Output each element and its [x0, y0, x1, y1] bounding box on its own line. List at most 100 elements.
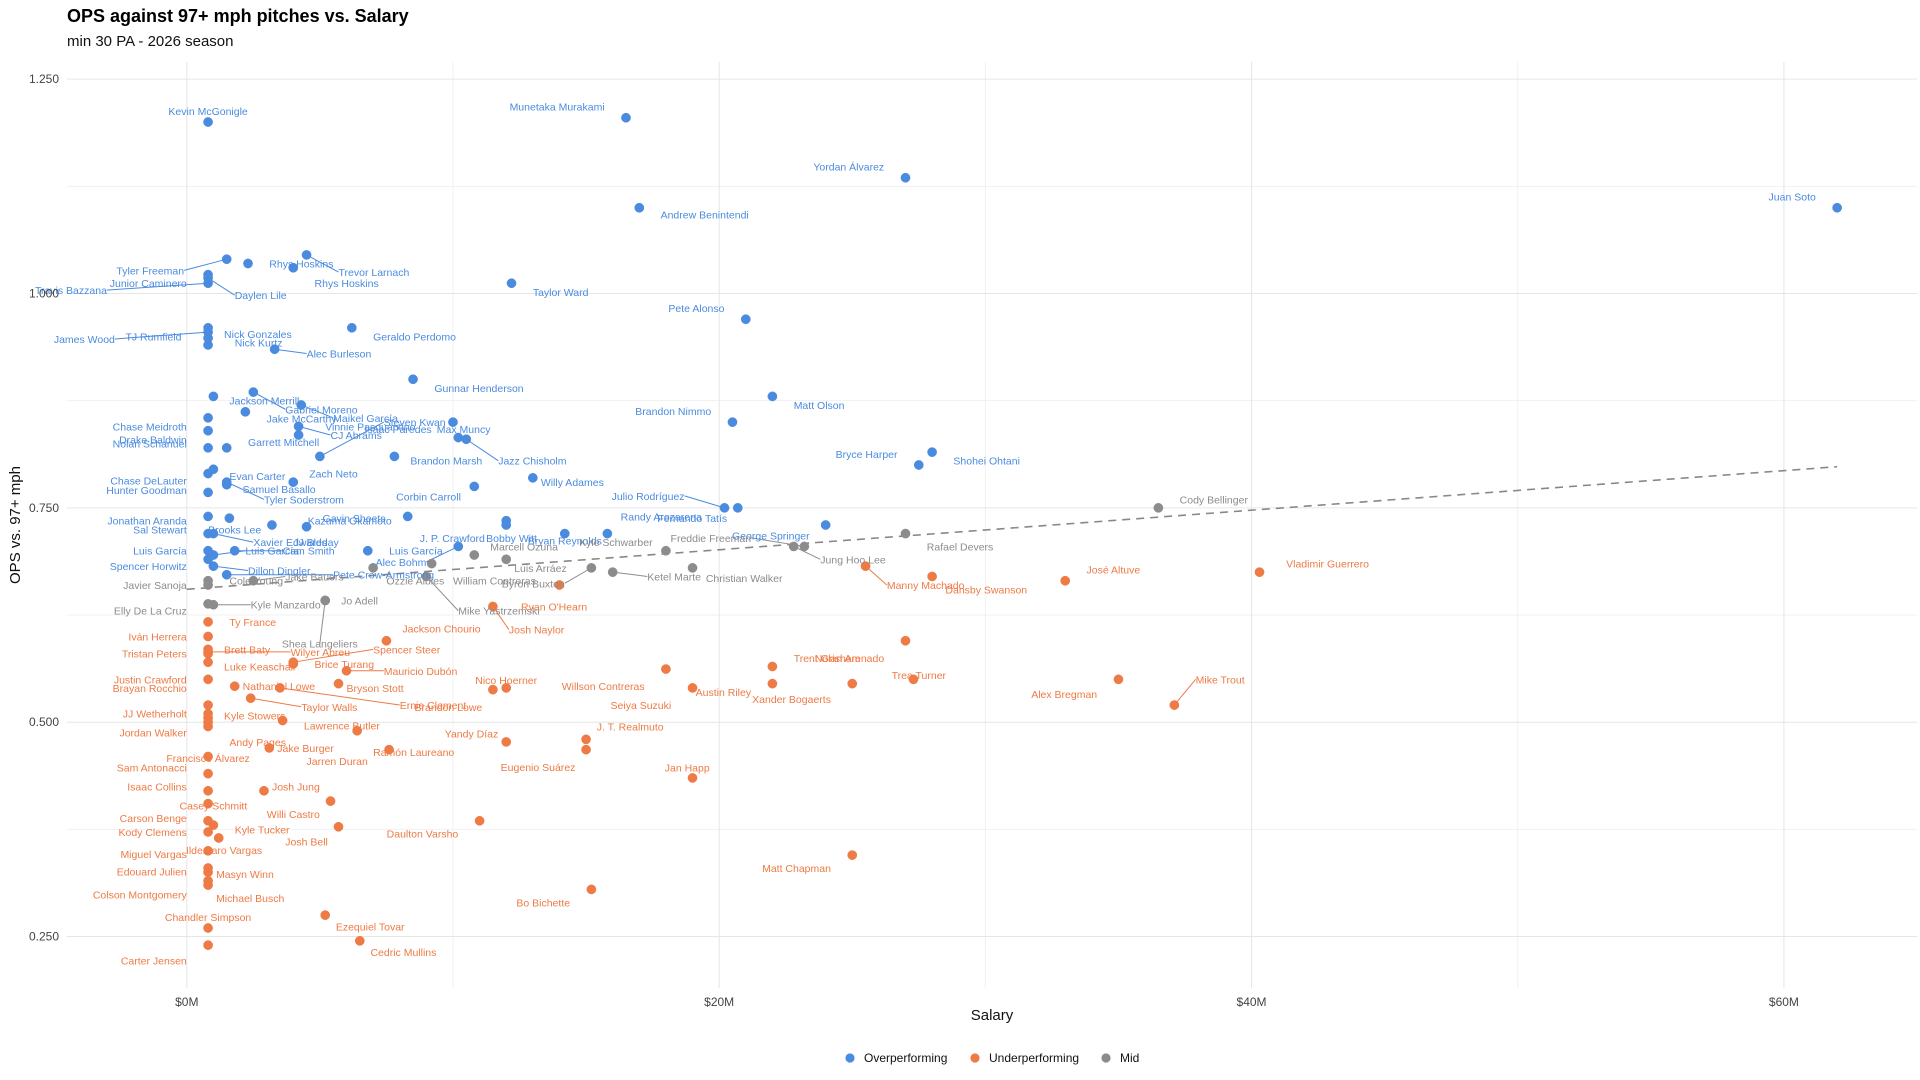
- label-tj-rumfield: TJ Rumfield: [125, 331, 181, 343]
- point-nico-hoerner: [501, 683, 512, 693]
- leader-maikel-garcia: [301, 404, 334, 419]
- label-kyle-tucker: Kyle Tucker: [235, 824, 290, 836]
- label-josh-jung: Josh Jung: [272, 782, 320, 794]
- point-rhys-hoskins: [288, 262, 299, 273]
- point-randy-arozarena: [602, 528, 613, 539]
- point-luis-arraez: [501, 554, 512, 565]
- point-sam-antonacci: [203, 751, 213, 762]
- point-tyler-freeman: [221, 254, 232, 265]
- leader-luis-garcia: [213, 550, 246, 556]
- point-kody-clemens: [203, 827, 213, 837]
- label-garrett-mitchell: Garrett Mitchell: [248, 437, 319, 449]
- label-jake-bauers: Jake Bauers: [285, 571, 343, 583]
- axis-ticks: 0.250 0.500 0.750 1.000 1.250 $0M $20M $40M $60M: [29, 72, 1799, 1009]
- point-geraldo-perdomo: [346, 322, 357, 333]
- label-leader-lines: [106, 254, 1197, 708]
- label-tyler-freeman: Tyler Freeman: [116, 265, 184, 277]
- label-luke-keaschall: Luke Keaschall: [224, 661, 295, 673]
- point-j-t-realmuto: [581, 734, 591, 745]
- leader-tyler-freeman: [183, 258, 227, 271]
- label-ildemaro-vargas: Ildemaro Vargas: [186, 845, 262, 857]
- point-casey-schmitt: [203, 798, 213, 809]
- label-brandon-nimmo: Brandon Nimmo: [635, 406, 711, 418]
- label-bryson-stott: Bryson Stott: [346, 683, 403, 695]
- leader-mike-trout: [1173, 679, 1197, 706]
- leader-xavier-edwards: [213, 533, 254, 543]
- label-daulton-varsho: Daulton Varsho: [387, 829, 459, 841]
- label-randy-arozarena: Randy Arozarena: [621, 511, 702, 523]
- label-jj-wetherholt: JJ Wetherholt: [123, 709, 187, 721]
- point-miguel-vargas: [203, 845, 213, 856]
- point-bo-bichette: [586, 884, 597, 895]
- leader-mike-yastrzemski: [425, 576, 459, 612]
- point-luke-keaschall: [203, 657, 213, 668]
- point-kyle-schwarber: [661, 545, 671, 556]
- point-trent-grisham: [767, 661, 778, 672]
- label-geraldo-perdomo: Geraldo Perdomo: [373, 331, 456, 343]
- label-luis-garcia: Luis García: [389, 546, 443, 558]
- label-shea-langeliers: Shea Langeliers: [282, 638, 358, 650]
- label-travis-bazzana: Travis Bazzana: [35, 285, 107, 297]
- point-brandon-nimmo: [727, 417, 738, 427]
- point-shohei-ohtani: [927, 447, 937, 457]
- label-seiya-suzuki: Seiya Suzuki: [611, 700, 672, 712]
- label-manny-machado: Manny Machado: [887, 580, 965, 592]
- point-justin-crawford: [203, 674, 213, 685]
- label-munetaka-murakami: Munetaka Murakami: [510, 102, 605, 114]
- label-hunter-goodman: Hunter Goodman: [106, 485, 187, 497]
- label-michael-busch: Michael Busch: [216, 893, 284, 905]
- leader-steven-kwan: [319, 421, 384, 457]
- label-cj-abrams: CJ Abrams: [331, 430, 382, 442]
- label-willi-castro: Willi Castro: [267, 809, 320, 821]
- label-masyn-winn: Masyn Winn: [216, 869, 274, 881]
- label-nolan-arenado: Nolan Arenado: [815, 653, 885, 665]
- point-eugenio-suarez: [581, 744, 591, 755]
- point-francisco-alvarez: [203, 768, 213, 779]
- y-tick-label: 0.750: [29, 501, 59, 515]
- trend-line: [186, 465, 1838, 591]
- point-taylor-ward: [506, 278, 517, 289]
- leader-cj-abrams: [298, 425, 331, 436]
- y-axis-label: OPS vs. 97+ mph: [7, 466, 24, 584]
- point-nathaniel-lowe: [229, 681, 240, 692]
- label-alex-bregman: Alex Bregman: [1031, 689, 1097, 701]
- label-maikel-garcia: Maikel García: [333, 413, 398, 425]
- label-javier-sanoja: Javier Sanoja: [123, 580, 187, 592]
- point-nolan-arenado: [900, 635, 911, 646]
- point-jazz-chisholm: [461, 434, 472, 445]
- point-zach-neto: [288, 477, 299, 487]
- label-bryan-reynolds: Bryan Reynolds: [528, 535, 602, 547]
- label-vinnie-pasquantino: Vinnie Pasquantino: [325, 421, 415, 433]
- point-hunter-goodman: [203, 487, 213, 498]
- label-james-wood: James Wood: [54, 334, 115, 346]
- point-nick-gonzales: [203, 340, 213, 350]
- point-pete-alonso: [740, 314, 751, 325]
- label-chandler-simpson: Chandler Simpson: [165, 912, 252, 924]
- point-julio-rodriguez: [719, 503, 730, 513]
- point-ildemaro-vargas: [213, 833, 224, 843]
- y-tick-label: 1.000: [29, 287, 59, 301]
- label-kody-clemens: Kody Clemens: [119, 827, 187, 839]
- point-luis-garcia: [362, 545, 373, 556]
- point-chandler-simpson: [203, 923, 213, 933]
- label-ty-france: Ty France: [229, 617, 276, 629]
- label-vladimir-guerrero: Vladimir Guerrero: [1286, 559, 1369, 571]
- point-shea-langeliers: [320, 595, 331, 606]
- label-willson-contreras: Willson Contreras: [562, 681, 645, 693]
- x-tick-label: $20M: [704, 995, 734, 1009]
- point-bryson-stott: [333, 678, 344, 689]
- leader-tyler-soderstrom: [226, 481, 265, 500]
- point-xander-bogaerts: [847, 678, 858, 689]
- label-dansby-swanson: Dansby Swanson: [945, 584, 1027, 596]
- label-kyle-stowers: Kyle Stowers: [224, 710, 285, 722]
- label-ernie-clement: Ernie Clement: [400, 700, 467, 712]
- label-nathaniel-lowe: Nathaniel Lowe: [243, 681, 316, 693]
- grid-lines: [67, 62, 1917, 988]
- point-jung-hoo-lee: [788, 541, 799, 552]
- point-lawrence-butler: [277, 715, 288, 726]
- label-bryce-harper: Bryce Harper: [836, 449, 898, 461]
- point-brandon-lowe: [488, 684, 498, 695]
- label-nolan-schanuel: Nolan Schanuel: [113, 439, 187, 451]
- label-xavier-edwards: Xavier Edwards: [253, 537, 327, 549]
- point-dansby-swanson: [927, 571, 937, 582]
